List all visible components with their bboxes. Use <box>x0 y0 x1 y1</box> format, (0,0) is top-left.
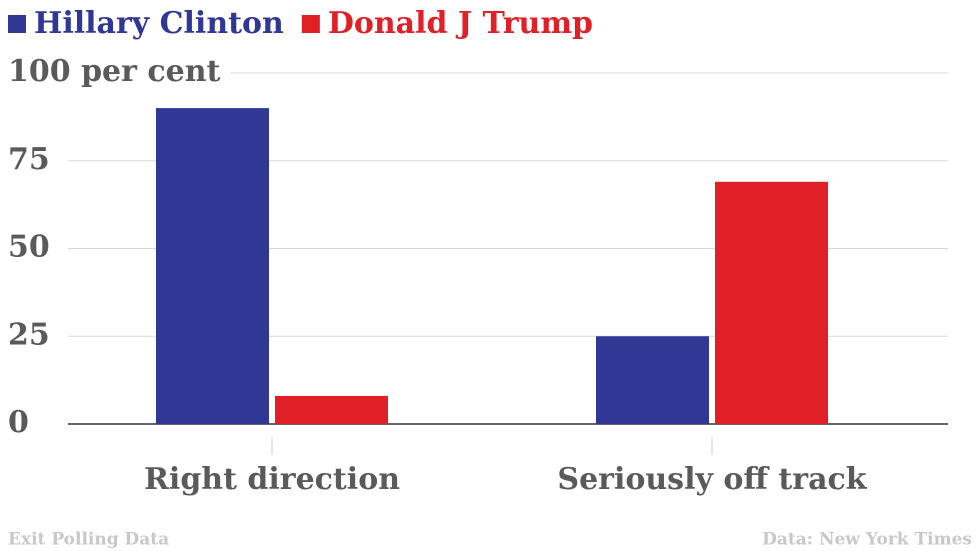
x-tick-label: Seriously off track <box>557 462 867 497</box>
legend-label: Hillary Clinton <box>34 6 284 41</box>
source: Data: New York Times <box>762 530 972 550</box>
y-tick-label: 75 <box>8 142 50 177</box>
bar <box>156 108 269 424</box>
y-tick-label: 0 <box>8 405 29 440</box>
y-tick-label: 50 <box>8 230 50 265</box>
legend-swatch <box>8 15 26 33</box>
legend-label: Donald J Trump <box>328 6 593 41</box>
bar <box>275 395 388 424</box>
legend-swatch <box>301 15 320 33</box>
note: Exit Polling Data <box>8 530 169 550</box>
y-tick-label: 25 <box>8 317 50 352</box>
y-tick-label: 100 per cent <box>8 54 221 89</box>
x-tick-label: Right direction <box>144 462 400 497</box>
bar <box>715 181 828 424</box>
bar <box>596 336 709 424</box>
